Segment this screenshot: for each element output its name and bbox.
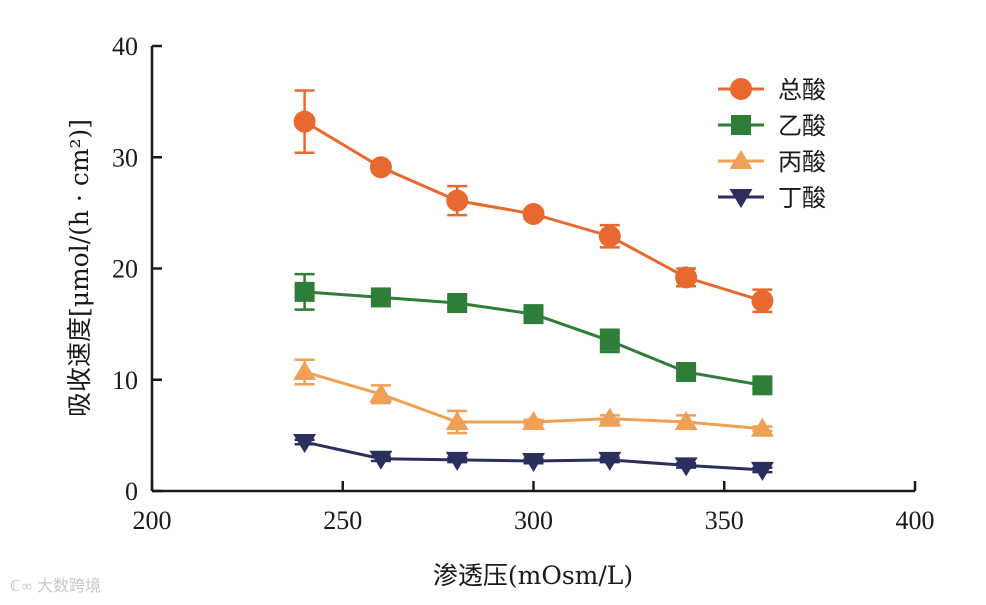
data-point xyxy=(676,361,697,382)
x-tick-label: 250 xyxy=(323,506,362,535)
legend-marker xyxy=(729,150,753,169)
data-point xyxy=(522,202,545,225)
data-point xyxy=(599,330,620,351)
y-axis-title: 吸收速度[μmol/(h · cm²)] xyxy=(65,119,94,417)
data-point xyxy=(675,266,698,289)
data-point xyxy=(674,457,698,477)
series-2 xyxy=(294,272,773,396)
data-point xyxy=(598,225,621,248)
series-layer xyxy=(293,89,774,481)
data-point xyxy=(446,189,469,212)
legend-label: 总酸 xyxy=(778,76,826,104)
data-point xyxy=(523,304,544,325)
legend-item: 总酸 xyxy=(718,76,826,104)
x-tick-label: 200 xyxy=(133,506,172,535)
data-point xyxy=(674,411,698,431)
data-point xyxy=(522,452,545,472)
watermark-text: 大数跨境 xyxy=(36,576,101,595)
data-point xyxy=(293,434,317,454)
data-point xyxy=(369,450,393,470)
data-point xyxy=(750,461,774,481)
y-tick-label: 20 xyxy=(112,255,138,284)
legend-item: 丁酸 xyxy=(718,184,826,212)
data-point xyxy=(750,417,774,437)
data-point xyxy=(293,110,316,133)
y-tick-label: 30 xyxy=(112,143,138,172)
watermark: ℂ∞ 大数跨境 xyxy=(10,572,101,596)
data-point xyxy=(370,287,391,308)
series-3 xyxy=(293,358,774,437)
legend-marker xyxy=(729,189,753,208)
data-point xyxy=(598,407,622,427)
data-point xyxy=(294,281,315,302)
data-point xyxy=(752,375,773,396)
legend-marker xyxy=(730,78,752,100)
data-point xyxy=(445,411,469,431)
y-tick-label: 0 xyxy=(125,477,138,506)
legend-item: 丙酸 xyxy=(718,148,826,176)
y-tick-label: 10 xyxy=(112,366,138,395)
x-tick-label: 300 xyxy=(514,506,553,535)
data-point xyxy=(522,411,545,431)
x-tick-label: 400 xyxy=(896,506,935,535)
x-tick-label: 350 xyxy=(705,506,744,535)
legend-item: 乙酸 xyxy=(718,112,826,140)
legend-label: 丁酸 xyxy=(778,184,826,212)
x-axis-title: 渗透压(mOsm/L) xyxy=(433,561,633,590)
legend-label: 乙酸 xyxy=(778,112,826,140)
legend-label: 丙酸 xyxy=(778,148,826,176)
data-point xyxy=(369,156,392,179)
series-4 xyxy=(293,434,774,481)
series-1 xyxy=(293,89,774,314)
data-point xyxy=(447,292,468,313)
y-tick-label: 40 xyxy=(112,32,138,61)
data-point xyxy=(598,451,622,471)
data-point xyxy=(293,360,317,380)
watermark-logo-icon: ℂ∞ xyxy=(10,577,33,595)
data-point xyxy=(369,383,393,403)
data-point xyxy=(751,289,774,312)
legend-marker xyxy=(731,115,751,135)
axes: 200 250 300 350 400 0 10 20 30 40 xyxy=(112,32,935,535)
data-point xyxy=(445,451,469,471)
